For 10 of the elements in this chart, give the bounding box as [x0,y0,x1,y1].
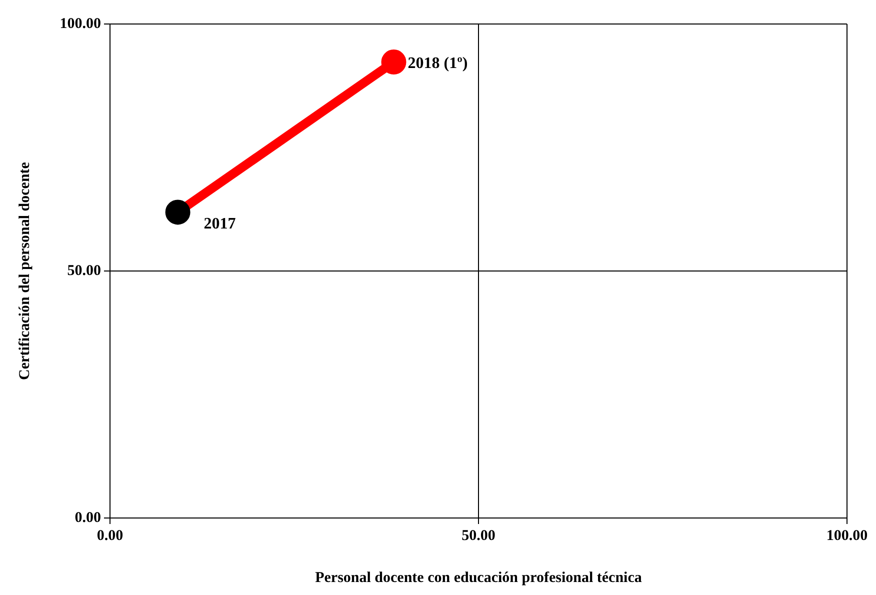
y-tick-label: 100.00 [60,16,101,32]
x-tick-label: 100.00 [826,528,868,544]
y-axis-title: Certificación del personal docente [16,162,33,380]
annotation: 2017 [204,215,236,232]
y-tick-label: 0.00 [74,510,101,526]
x-tick-label: 0.00 [96,528,124,544]
x-tick-label: 50.00 [462,528,496,544]
x-axis-title: Personal docente con educación profesional técnica [315,570,642,586]
annotation: 2018 (1º) [408,55,468,72]
y-tick-label: 50.00 [67,262,101,279]
